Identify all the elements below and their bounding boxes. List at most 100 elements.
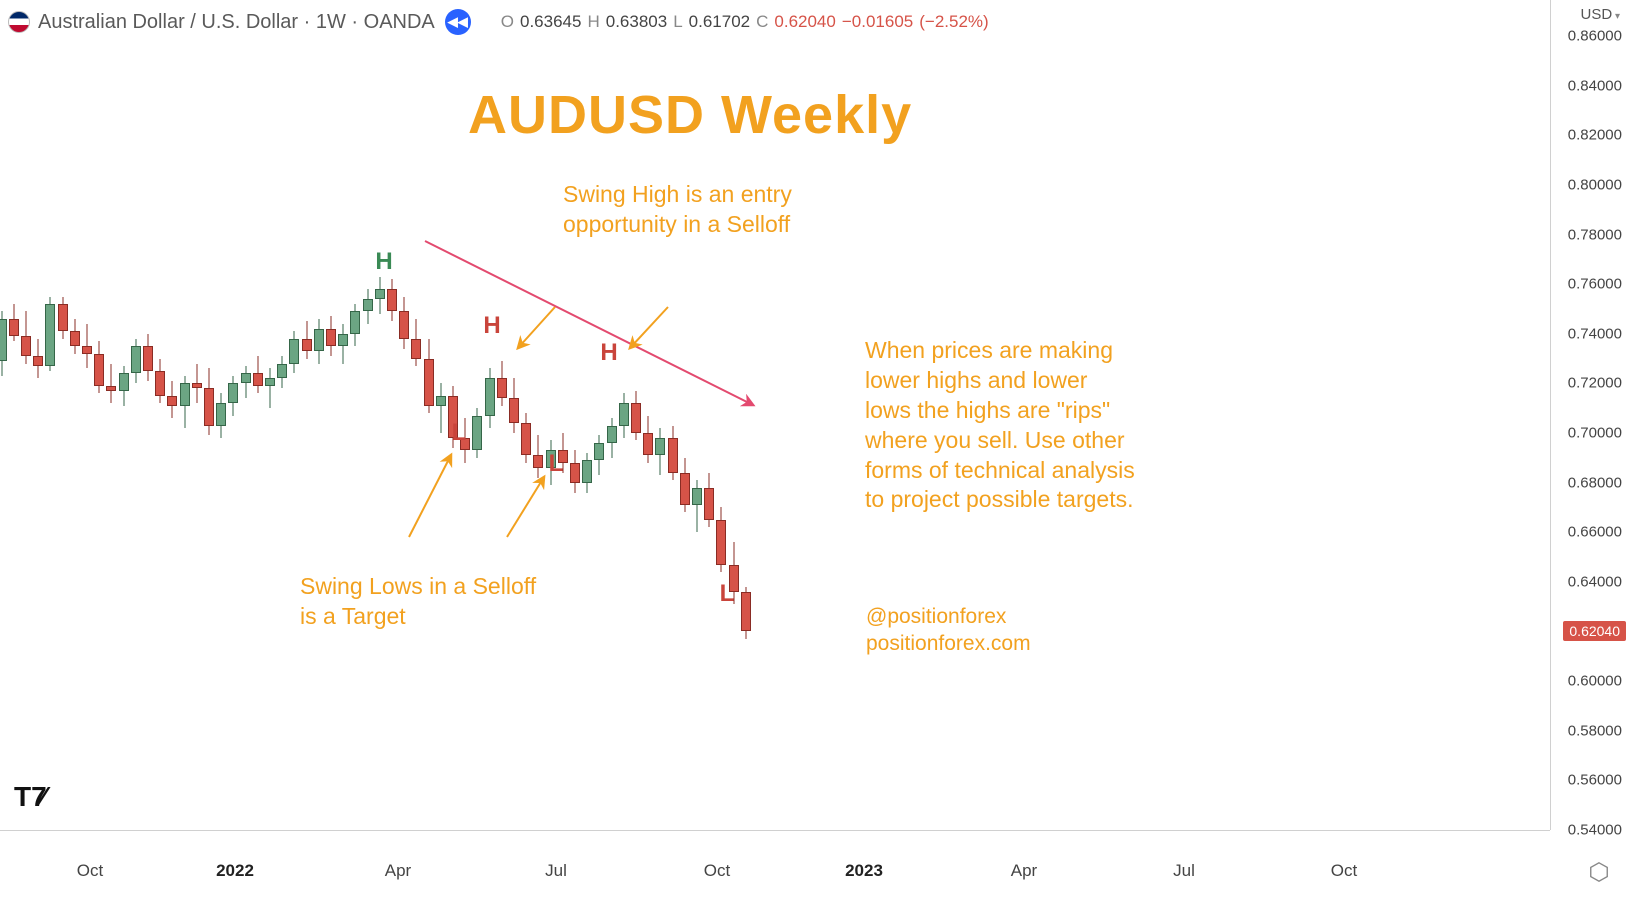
candle[interactable] xyxy=(655,428,665,475)
time-tick: Oct xyxy=(77,861,103,881)
price-tick: 0.60000 xyxy=(1568,673,1622,690)
ohlc-o-label: O xyxy=(501,12,514,32)
time-axis[interactable]: Oct2022AprJulOct2023AprJulOct xyxy=(0,830,1550,913)
time-tick: 2023 xyxy=(845,861,883,881)
candle[interactable] xyxy=(338,324,348,364)
settings-hex-icon[interactable] xyxy=(1588,861,1610,883)
ohlc-readout: O0.63645 H0.63803 L0.61702 C0.62040 −0.0… xyxy=(501,12,989,32)
time-tick: Jul xyxy=(1173,861,1195,881)
price-tick: 0.64000 xyxy=(1568,573,1622,590)
candle[interactable] xyxy=(631,391,641,441)
candle[interactable] xyxy=(228,376,238,416)
candle[interactable] xyxy=(582,453,592,493)
candle[interactable] xyxy=(143,334,153,381)
candle[interactable] xyxy=(33,339,43,379)
swing-low-annotation: Swing Lows in a Selloff is a Target xyxy=(300,572,536,632)
time-tick: Apr xyxy=(1011,861,1037,881)
candle[interactable] xyxy=(302,321,312,358)
price-tick: 0.58000 xyxy=(1568,722,1622,739)
current-price-tag: 0.62040 xyxy=(1563,621,1626,641)
price-tick: 0.66000 xyxy=(1568,524,1622,541)
candle[interactable] xyxy=(253,356,263,393)
candle[interactable] xyxy=(533,435,543,477)
candle[interactable] xyxy=(668,426,678,481)
time-tick: Oct xyxy=(1331,861,1357,881)
symbol-title[interactable]: Australian Dollar / U.S. Dollar · 1W · O… xyxy=(38,11,435,34)
body-annotation-line: forms of technical analysis xyxy=(865,456,1135,486)
swing-mark: H xyxy=(483,312,500,340)
candle[interactable] xyxy=(167,381,177,418)
candle[interactable] xyxy=(521,413,531,463)
candle[interactable] xyxy=(387,279,397,321)
candle[interactable] xyxy=(472,408,482,458)
swing-low-line2: is a Target xyxy=(300,602,536,632)
candle[interactable] xyxy=(192,364,202,404)
candle[interactable] xyxy=(45,297,55,371)
candle[interactable] xyxy=(216,393,226,438)
candle[interactable] xyxy=(399,297,409,349)
candle[interactable] xyxy=(82,324,92,369)
price-tick: 0.72000 xyxy=(1568,375,1622,392)
rewind-button[interactable]: ◀◀ xyxy=(445,9,471,35)
candle[interactable] xyxy=(350,304,360,346)
candle[interactable] xyxy=(326,316,336,356)
candle[interactable] xyxy=(375,277,385,314)
candle[interactable] xyxy=(314,319,324,364)
candle[interactable] xyxy=(0,311,7,376)
candle[interactable] xyxy=(485,368,495,428)
candle[interactable] xyxy=(9,304,19,341)
currency-flag-icon xyxy=(8,11,30,33)
ohlc-percent: (−2.52%) xyxy=(919,12,988,32)
candle[interactable] xyxy=(131,339,141,384)
chart-title-annotation: AUDUSD Weekly xyxy=(468,84,912,146)
ohlc-c-label: C xyxy=(756,12,768,32)
ohlc-change: −0.01605 xyxy=(842,12,913,32)
credit-annotation: @positionforex positionforex.com xyxy=(866,603,1031,658)
candle[interactable] xyxy=(692,480,702,532)
candle[interactable] xyxy=(106,364,116,404)
candle[interactable] xyxy=(680,458,690,513)
candle[interactable] xyxy=(241,366,251,398)
candle[interactable] xyxy=(58,297,68,339)
candle[interactable] xyxy=(277,356,287,388)
candle[interactable] xyxy=(594,435,604,475)
candle[interactable] xyxy=(436,383,446,433)
candle[interactable] xyxy=(424,339,434,413)
candle[interactable] xyxy=(21,311,31,363)
body-annotation-line: lower highs and lower xyxy=(865,366,1135,396)
candle[interactable] xyxy=(363,289,373,324)
candle[interactable] xyxy=(570,450,580,492)
candle[interactable] xyxy=(119,366,129,406)
candle[interactable] xyxy=(289,331,299,373)
price-tick: 0.56000 xyxy=(1568,772,1622,789)
body-annotation: When prices are makinglower highs and lo… xyxy=(865,336,1135,515)
swing-mark: H xyxy=(375,248,392,276)
candle[interactable] xyxy=(70,319,80,354)
swing-high-line1: Swing High is an entry xyxy=(563,180,792,210)
candle[interactable] xyxy=(265,368,275,408)
candle[interactable] xyxy=(180,376,190,428)
price-axis-unit[interactable]: USD xyxy=(1581,6,1620,23)
candlestick-chart[interactable] xyxy=(0,36,1550,830)
candle[interactable] xyxy=(497,361,507,406)
time-tick: Oct xyxy=(704,861,730,881)
price-tick: 0.76000 xyxy=(1568,276,1622,293)
candle[interactable] xyxy=(619,393,629,438)
price-tick: 0.68000 xyxy=(1568,474,1622,491)
candle[interactable] xyxy=(94,341,104,393)
candle[interactable] xyxy=(155,359,165,404)
candle[interactable] xyxy=(741,587,751,639)
price-tick: 0.74000 xyxy=(1568,325,1622,342)
candle[interactable] xyxy=(607,418,617,458)
candle[interactable] xyxy=(204,368,214,435)
price-axis[interactable]: USD 0.860000.840000.820000.800000.780000… xyxy=(1550,0,1630,830)
candle[interactable] xyxy=(509,378,519,433)
price-tick: 0.78000 xyxy=(1568,226,1622,243)
candle[interactable] xyxy=(411,319,421,366)
swing-low-line1: Swing Lows in a Selloff xyxy=(300,572,536,602)
candle[interactable] xyxy=(643,416,653,463)
ohlc-l-value: 0.61702 xyxy=(689,12,750,32)
candle[interactable] xyxy=(704,473,714,528)
candle[interactable] xyxy=(716,507,726,572)
body-annotation-line: When prices are making xyxy=(865,336,1135,366)
